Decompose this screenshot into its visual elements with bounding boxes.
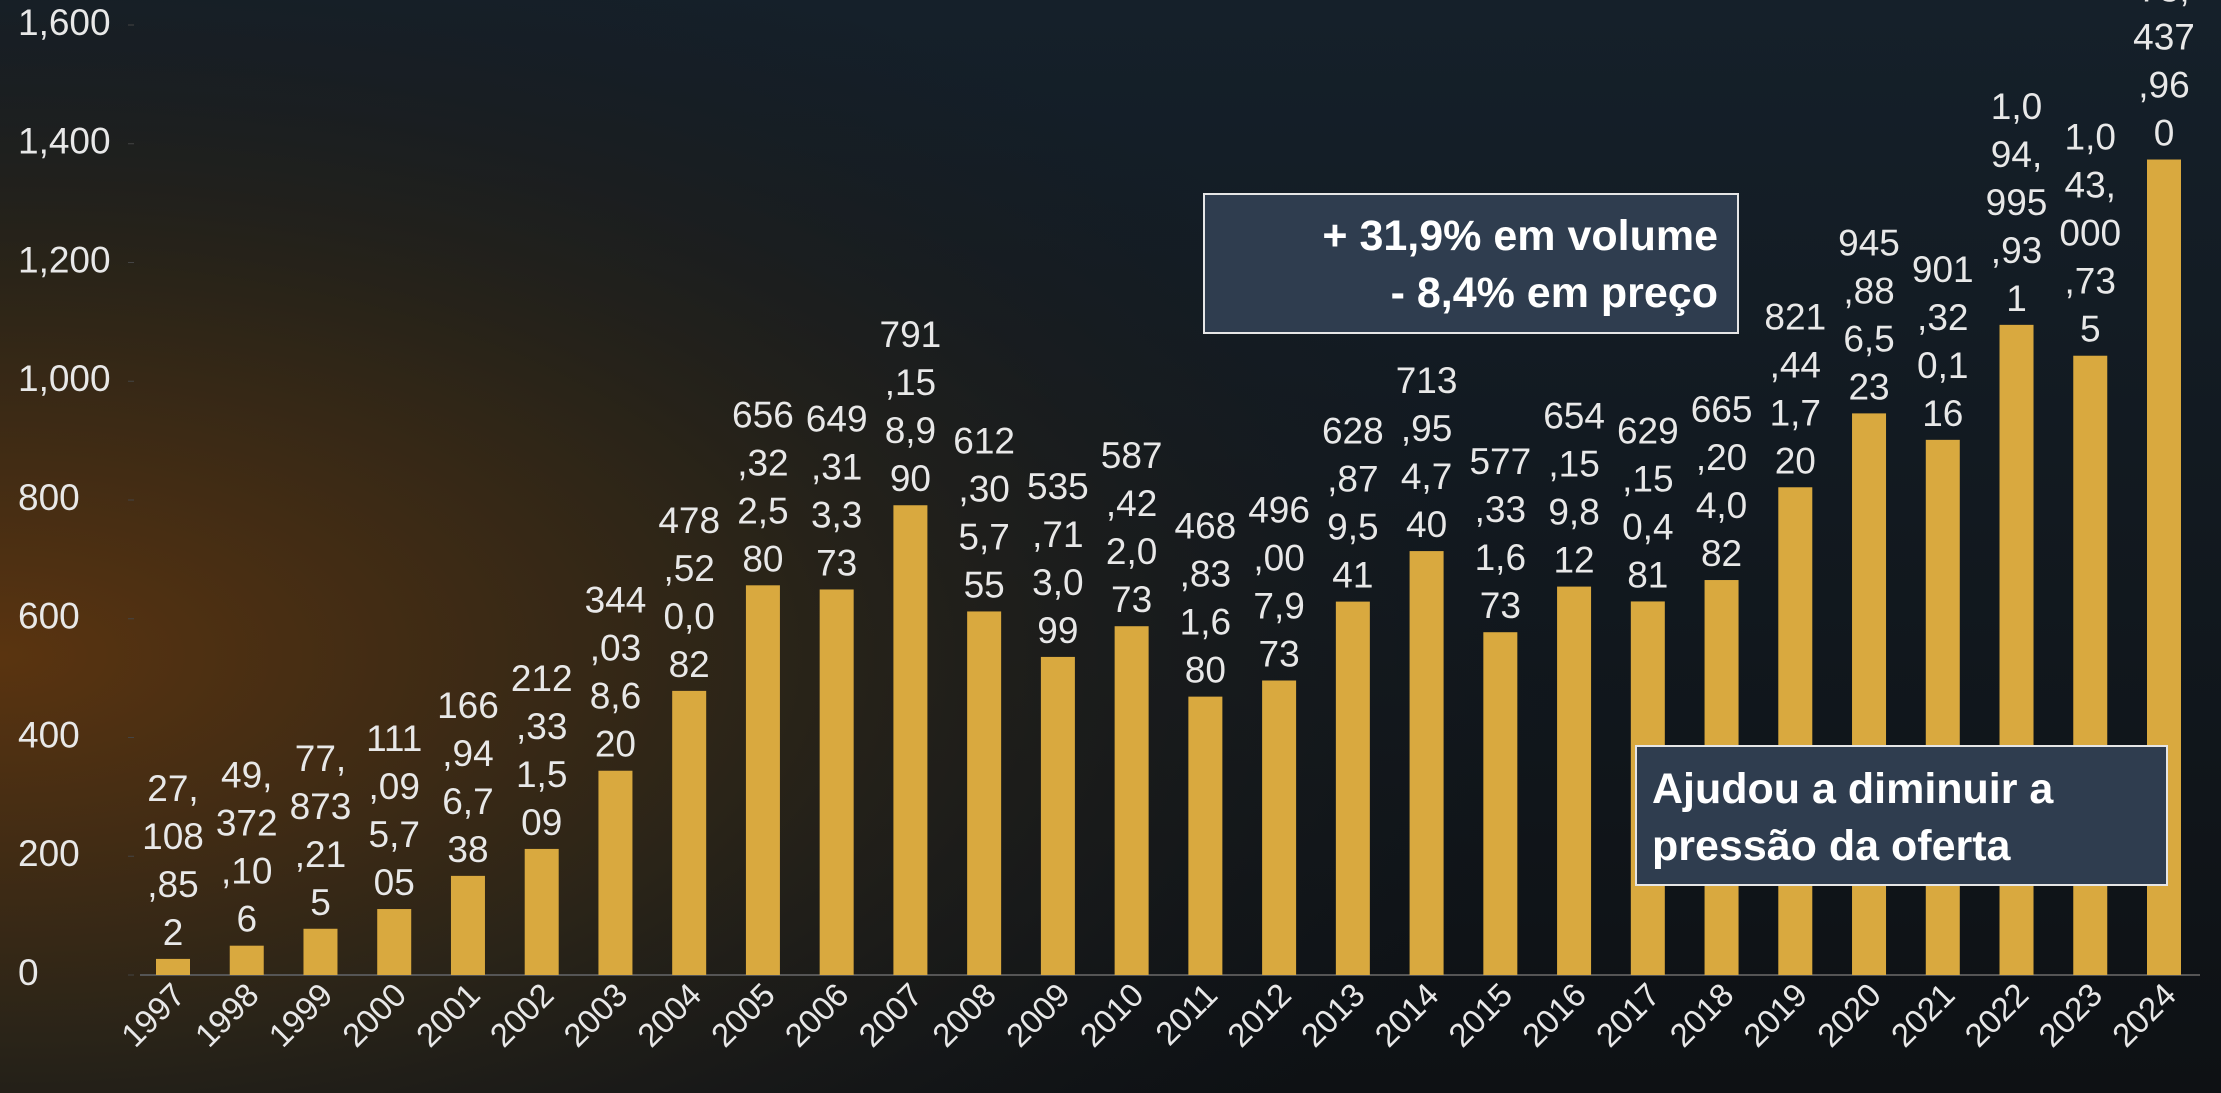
bar: [525, 849, 559, 975]
bar: [746, 585, 780, 975]
bar: [672, 691, 706, 975]
annotation-text: - 8,4% em preço: [1391, 269, 1718, 317]
bar: [1483, 632, 1517, 975]
bar: [303, 929, 337, 975]
annotation-text: pressão da oferta: [1652, 822, 2012, 870]
bar: [967, 611, 1001, 975]
annotation-text: Ajudou a diminuir a: [1652, 765, 2054, 813]
bar: [598, 771, 632, 975]
y-tick-label: 1,600: [18, 2, 111, 43]
bar: [1778, 487, 1812, 975]
bar: [156, 959, 190, 975]
chart: 02004006008001,0001,2001,4001,600199727,…: [0, 0, 2221, 1093]
y-tick-label: 1,400: [18, 121, 111, 162]
y-tick-label: 800: [18, 477, 80, 518]
bar: [1852, 413, 1886, 975]
bar: [1262, 680, 1296, 975]
page: {"chart_data": {"type": "bar", "categori…: [0, 0, 2221, 1093]
y-tick-label: 1,200: [18, 239, 111, 280]
y-tick-label: 0: [18, 952, 39, 993]
bar: [1115, 626, 1149, 975]
bar: [1926, 440, 1960, 975]
bar: [377, 909, 411, 975]
bar: [1336, 602, 1370, 975]
y-tick-label: 600: [18, 596, 80, 637]
bar: [820, 589, 854, 975]
bar: [1041, 657, 1075, 975]
bar: [451, 876, 485, 975]
bar: [1188, 697, 1222, 975]
bar: [893, 505, 927, 975]
y-tick-label: 200: [18, 833, 80, 874]
y-tick-label: 400: [18, 714, 80, 755]
bar: [1557, 587, 1591, 975]
annotation-text: + 31,9% em volume: [1322, 212, 1718, 260]
y-tick-label: 1,000: [18, 358, 111, 399]
bar: [1410, 551, 1444, 975]
bar: [230, 946, 264, 975]
